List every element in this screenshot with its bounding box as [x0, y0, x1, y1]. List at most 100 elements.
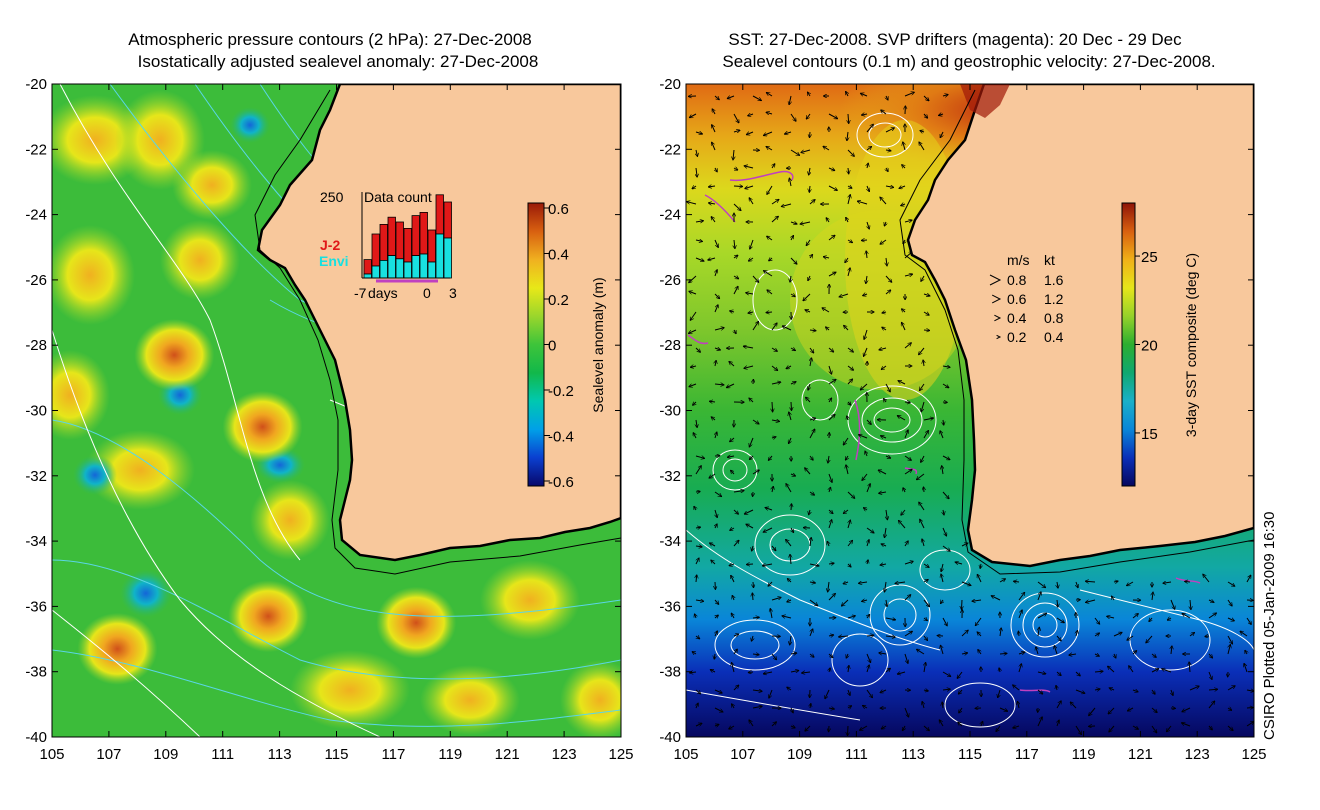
- velocity-arrow: [859, 582, 868, 583]
- velocity-arrow: [749, 720, 754, 727]
- velocity-arrow: [696, 703, 698, 709]
- velocity-arrow: [885, 636, 895, 637]
- velocity-arrow: [715, 509, 717, 517]
- velocity-arrow: [923, 330, 930, 331]
- velocity-arrow: [710, 543, 716, 546]
- velocity-arrow: [828, 520, 832, 529]
- inset-bar-envi: [427, 261, 436, 279]
- velocity-arrow: [904, 430, 908, 439]
- velocity-arrow: [867, 185, 869, 191]
- velocity-arrow: [1185, 581, 1191, 582]
- velocity-arrow: [809, 629, 813, 637]
- velocity-arrow: [962, 599, 963, 609]
- velocity-legend-ms: 0.8: [1007, 272, 1027, 288]
- inset-x-end: 3: [449, 285, 457, 301]
- velocity-arrow: [752, 275, 759, 282]
- velocity-arrow: [1013, 685, 1020, 691]
- velocity-arrow: [771, 437, 776, 438]
- velocity-arrow: [880, 197, 887, 205]
- svp-drifter-tracks: [687, 170, 1201, 693]
- velocity-arrow: [828, 509, 833, 513]
- velocity-arrow: [885, 150, 891, 151]
- velocity-arrow: [789, 412, 791, 421]
- velocity-arrow: [846, 218, 848, 223]
- velocity-arrow: [806, 397, 811, 403]
- left-colorbar-label: Sealevel anomaly (m): [590, 277, 606, 412]
- velocity-arrow: [810, 538, 811, 547]
- right-lon-label: 107: [730, 746, 755, 763]
- velocity-arrow: [747, 564, 754, 565]
- velocity-arrow: [996, 725, 1001, 731]
- velocity-arrow: [941, 600, 943, 603]
- velocity-arrow: [710, 670, 716, 672]
- velocity-arrow: [764, 271, 773, 277]
- velocity-arrow: [1128, 708, 1134, 711]
- velocity-arrow: [809, 429, 815, 439]
- velocity-arrow: [922, 539, 924, 547]
- velocity-arrow: [1240, 631, 1248, 637]
- velocity-arrow: [786, 366, 792, 369]
- velocity-arrow: [696, 419, 697, 427]
- velocity-arrow: [729, 726, 735, 729]
- velocity-arrow: [822, 308, 830, 313]
- velocity-arrow: [886, 509, 887, 520]
- velocity-arrow: [692, 652, 697, 654]
- velocity-arrow: [998, 689, 1000, 698]
- velocity-arrow: [860, 725, 868, 730]
- velocity-arrow: [748, 114, 754, 116]
- left-lat-label: -32: [25, 468, 47, 485]
- velocity-arrow: [1152, 592, 1153, 601]
- velocity-arrow: [767, 185, 773, 194]
- velocity-arrow: [848, 167, 849, 174]
- velocity-arrow: [714, 95, 719, 100]
- velocity-arrow: [771, 382, 781, 384]
- velocity-arrow: [1094, 689, 1100, 690]
- velocity-arrow: [847, 186, 852, 188]
- velocity-arrow: [732, 596, 734, 601]
- velocity-arrow: [959, 689, 963, 694]
- right-lat-label: -40: [659, 729, 681, 746]
- velocity-arrow: [734, 330, 736, 334]
- velocity-arrow: [1132, 690, 1138, 692]
- velocity-arrow: [711, 560, 716, 565]
- velocity-arrow: [689, 329, 697, 333]
- velocity-arrow: [715, 270, 717, 277]
- velocity-arrow: [772, 164, 775, 169]
- velocity-arrow: [1075, 689, 1085, 693]
- velocity-arrow: [846, 653, 848, 658]
- velocity-arrow: [1245, 651, 1247, 655]
- velocity-arrow: [904, 455, 911, 460]
- velocity-arrow: [770, 609, 772, 619]
- velocity-arrow: [714, 348, 720, 350]
- velocity-arrow: [744, 166, 754, 168]
- velocity-arrow: [862, 114, 868, 115]
- velocity-arrow: [981, 722, 983, 727]
- velocity-arrow: [1208, 671, 1212, 679]
- velocity-arrow: [882, 312, 887, 313]
- velocity-arrow: [885, 128, 894, 133]
- inset-bar-envi: [395, 258, 404, 279]
- velocity-arrow: [904, 653, 908, 663]
- left-lat-label: -36: [25, 598, 47, 615]
- velocity-arrow: [923, 95, 929, 101]
- velocity-arrow: [791, 707, 793, 713]
- velocity-arrow: [809, 200, 815, 205]
- velocity-arrow: [1208, 613, 1216, 619]
- velocity-arrow: [1246, 690, 1254, 691]
- velocity-arrow: [977, 632, 982, 637]
- velocity-arrow: [999, 707, 1007, 711]
- velocity-arrow: [923, 563, 929, 567]
- velocity-arrow: [805, 310, 811, 312]
- velocity-arrow: [763, 564, 773, 566]
- right-colorbar-ticks: 25 20 15: [1135, 249, 1158, 443]
- inset-bar-j2: [419, 211, 428, 255]
- velocity-arrow: [828, 708, 834, 709]
- velocity-arrow: [714, 384, 724, 385]
- left-lon-label: 121: [495, 746, 520, 763]
- right-map: m/s kt 0.8 1.6 0.6 1.2 0.4 0.8 0.2 0.4 25 20 15 3…: [686, 84, 1254, 737]
- velocity-arrow: [848, 689, 850, 695]
- velocity-arrow: [810, 131, 811, 137]
- right-lat-label: -22: [659, 141, 681, 158]
- velocity-arrow: [867, 615, 870, 618]
- velocity-arrow: [752, 617, 759, 618]
